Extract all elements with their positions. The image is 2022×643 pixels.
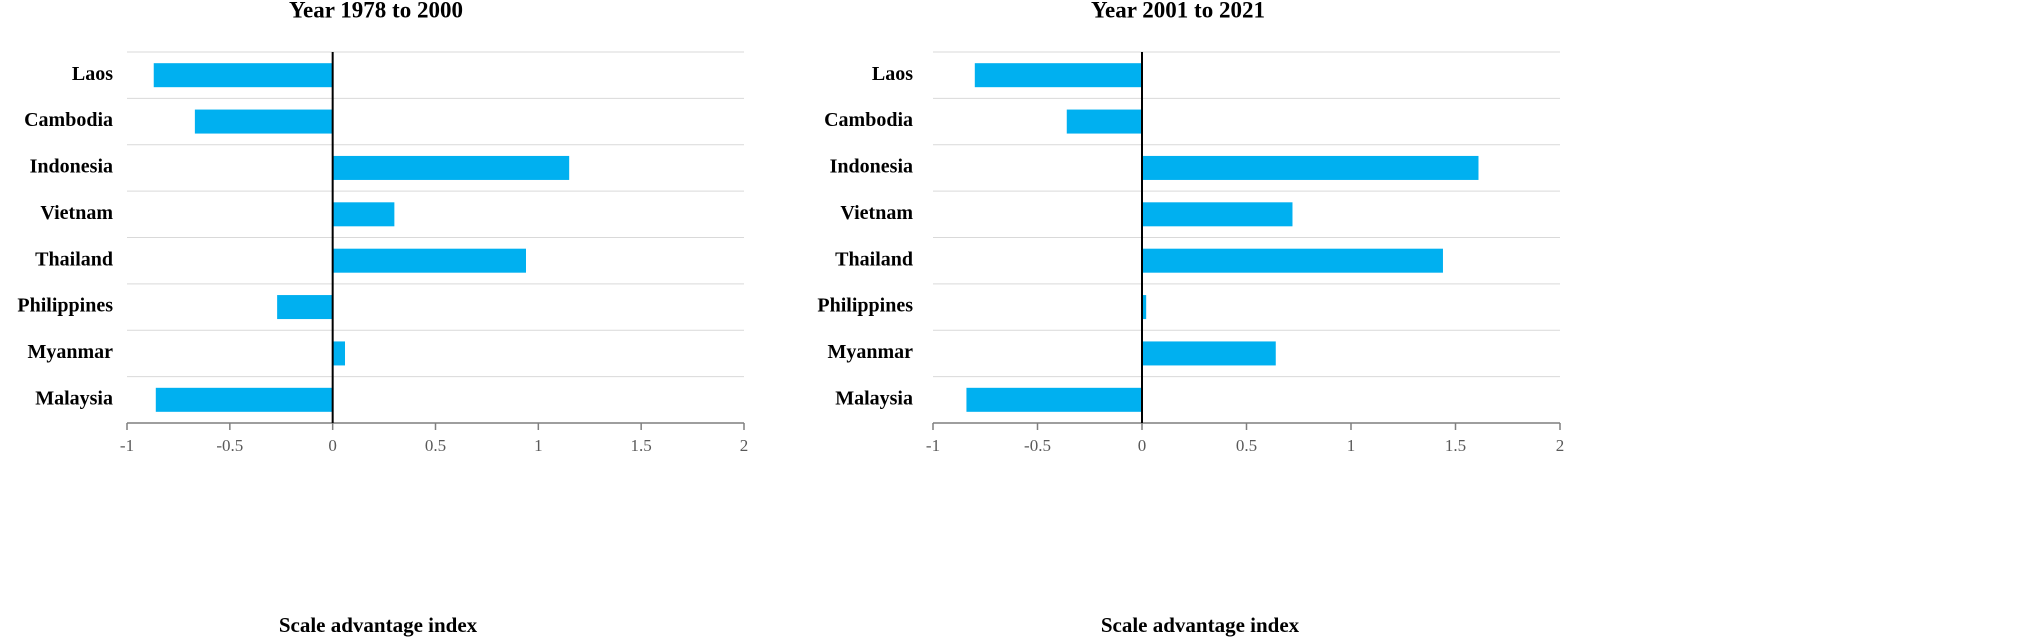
- bar: [1142, 248, 1443, 273]
- bar: [332, 248, 526, 273]
- bar: [1142, 155, 1479, 180]
- x-tick-label: 0.5: [1236, 436, 1257, 455]
- category-label: Laos: [872, 63, 913, 85]
- bar: [1142, 295, 1147, 320]
- category-label: Myanmar: [827, 341, 913, 363]
- chart-title: Year 2001 to 2021: [1091, 0, 1265, 22]
- category-label: Myanmar: [27, 341, 113, 363]
- x-axis-title: Scale advantage index: [1101, 613, 1300, 637]
- category-label: Malaysia: [835, 387, 913, 409]
- bar: [974, 63, 1142, 88]
- bar: [332, 202, 395, 227]
- category-label: Thailand: [835, 248, 913, 270]
- x-tick-label: -0.5: [1024, 436, 1051, 455]
- bar: [1142, 341, 1276, 366]
- bar: [332, 155, 570, 180]
- x-tick-label: 0: [1138, 436, 1147, 455]
- x-tick-label: 2: [1556, 436, 1565, 455]
- bar: [1142, 202, 1293, 227]
- category-label: Philippines: [817, 295, 913, 317]
- x-tick-label: 0: [328, 436, 337, 455]
- bar: [153, 63, 333, 88]
- category-label: Thailand: [35, 248, 113, 270]
- category-label: Indonesia: [830, 156, 913, 178]
- x-tick-label: 1.5: [1445, 436, 1466, 455]
- x-axis-title: Scale advantage index: [279, 613, 478, 637]
- x-tick-label: -1: [120, 436, 134, 455]
- category-label: Malaysia: [35, 387, 113, 409]
- x-tick-label: 1.5: [631, 436, 652, 455]
- category-label: Vietnam: [40, 202, 113, 224]
- chart-panel: Year 1978 to 2000 Laos Cambodia Indonesia Vi…: [17, 0, 748, 637]
- bar: [194, 109, 333, 134]
- bar: [155, 387, 333, 412]
- category-label: Cambodia: [824, 109, 913, 131]
- category-label: Philippines: [17, 295, 113, 317]
- x-tick-label: 0.5: [425, 436, 446, 455]
- x-tick-label: 2: [740, 436, 749, 455]
- category-label: Laos: [72, 63, 113, 85]
- bar: [1066, 109, 1142, 134]
- chart-title: Year 1978 to 2000: [289, 0, 463, 22]
- x-tick-label: -0.5: [216, 436, 243, 455]
- category-label: Cambodia: [24, 109, 113, 131]
- bar: [966, 387, 1142, 412]
- chart-panel: Year 2001 to 2021 Laos Cambodia Indonesia Vi…: [817, 0, 1564, 637]
- x-tick-label: 1: [1347, 436, 1356, 455]
- bar: [332, 341, 346, 366]
- x-tick-label: 1: [534, 436, 543, 455]
- category-label: Indonesia: [30, 156, 113, 178]
- bar: [277, 295, 333, 320]
- x-tick-label: -1: [926, 436, 940, 455]
- category-label: Vietnam: [840, 202, 913, 224]
